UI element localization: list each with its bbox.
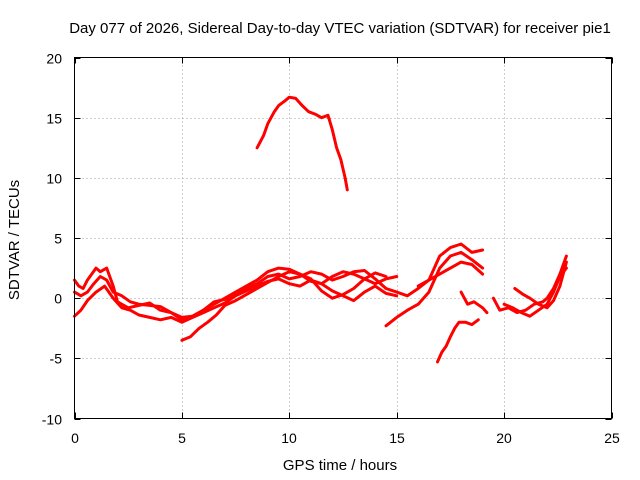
ticks bbox=[74, 57, 613, 420]
x-tick-label: 10 bbox=[281, 430, 297, 446]
series-line-track-i bbox=[459, 290, 489, 315]
y-tick-label: -5 bbox=[50, 351, 63, 367]
y-axis-title: SDTVAR / TECUs bbox=[6, 180, 23, 300]
chart-title: Day 077 of 2026, Sidereal Day-to-day VTE… bbox=[69, 20, 611, 37]
x-axis-title: GPS time / hours bbox=[283, 457, 397, 474]
x-tick-label: 5 bbox=[178, 430, 186, 446]
series-line-track-g bbox=[395, 242, 485, 298]
y-tick-label: 10 bbox=[46, 171, 62, 187]
y-tick-label: 0 bbox=[54, 291, 62, 307]
x-tick-label: 25 bbox=[604, 430, 620, 446]
y-tick-label: -10 bbox=[42, 412, 62, 428]
series-layer bbox=[73, 95, 568, 364]
x-tick-label: 20 bbox=[496, 430, 512, 446]
tick-labels: 0 5 10 15 20 25 -10 -5 0 5 10 15 20 bbox=[42, 51, 620, 447]
y-tick-label: 5 bbox=[54, 231, 62, 247]
x-tick-label: 15 bbox=[389, 430, 405, 446]
series-line-track-m bbox=[513, 260, 568, 310]
series-line-track-d bbox=[180, 270, 388, 342]
series-line-track-j bbox=[436, 318, 480, 364]
grid bbox=[74, 57, 612, 419]
series-line-track-f bbox=[384, 250, 485, 328]
x-tick-label: 0 bbox=[71, 430, 79, 446]
y-tick-label: 15 bbox=[46, 111, 62, 127]
series-line-track-c bbox=[73, 277, 399, 324]
y-tick-label: 20 bbox=[46, 51, 62, 67]
series-line-track-h bbox=[416, 260, 485, 288]
series-line-track-e bbox=[255, 95, 349, 192]
series-line-track-l bbox=[502, 266, 568, 318]
series-line-track-b bbox=[73, 266, 399, 319]
